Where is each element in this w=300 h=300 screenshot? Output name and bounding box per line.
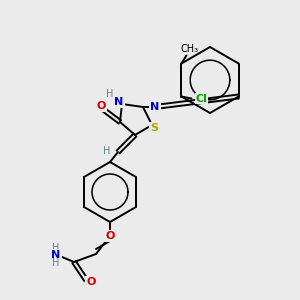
Text: O: O xyxy=(105,231,115,241)
Text: N: N xyxy=(150,102,160,112)
Text: N: N xyxy=(114,97,124,107)
Text: O: O xyxy=(96,101,106,111)
Text: Cl: Cl xyxy=(196,94,207,103)
Text: O: O xyxy=(86,277,96,287)
Text: CH₃: CH₃ xyxy=(180,44,199,55)
Text: N: N xyxy=(51,250,61,260)
Text: H: H xyxy=(52,258,60,268)
Text: H: H xyxy=(106,89,114,99)
Text: H: H xyxy=(52,243,60,253)
Text: H: H xyxy=(103,146,111,156)
Text: S: S xyxy=(150,123,158,133)
